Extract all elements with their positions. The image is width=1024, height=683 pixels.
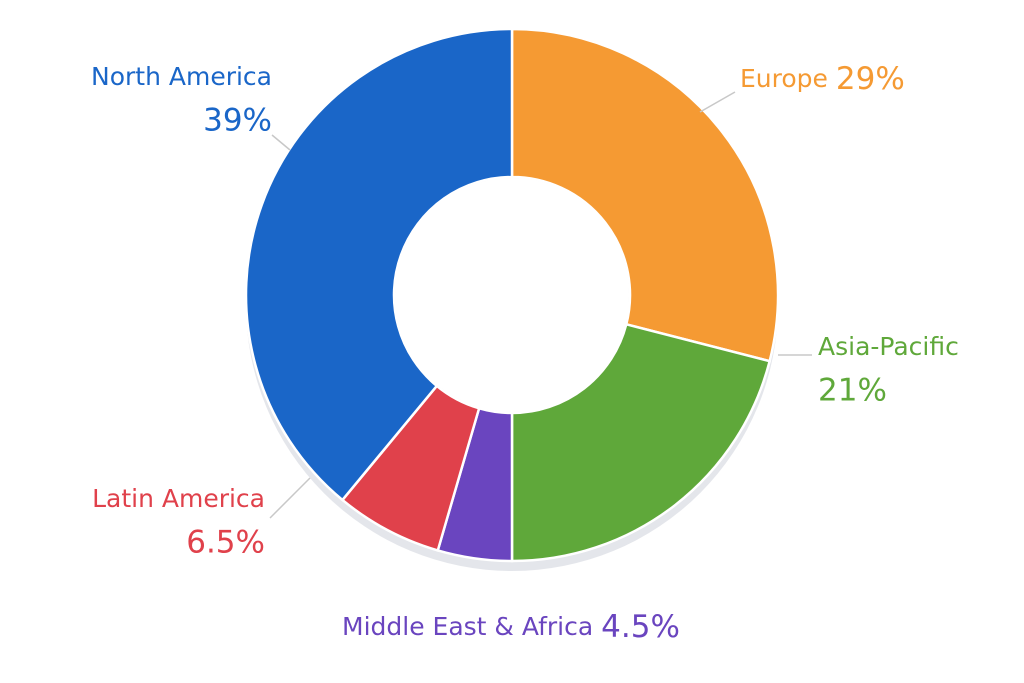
leader-line (271, 134, 291, 151)
donut-hole (395, 178, 629, 412)
category-label: Latin America (92, 484, 265, 513)
value-label: 6.5% (186, 525, 265, 561)
slice-label: Middle East & Africa 4.5% (342, 609, 680, 645)
slice-label: Europe 29% (740, 61, 905, 97)
value-label: 39% (203, 103, 272, 139)
category-label: Asia-Pacific (818, 332, 959, 361)
category-label: Europe (740, 64, 828, 93)
slice (510, 27, 780, 363)
slice (510, 322, 772, 563)
slice (244, 27, 514, 502)
category-label: Middle East & Africa (342, 612, 593, 641)
value-label: 4.5% (601, 609, 680, 645)
leader-line (699, 91, 736, 113)
leader-line (269, 477, 311, 519)
value-label: 29% (836, 61, 905, 97)
value-label: 21% (818, 373, 887, 409)
category-label: North America (91, 62, 272, 91)
